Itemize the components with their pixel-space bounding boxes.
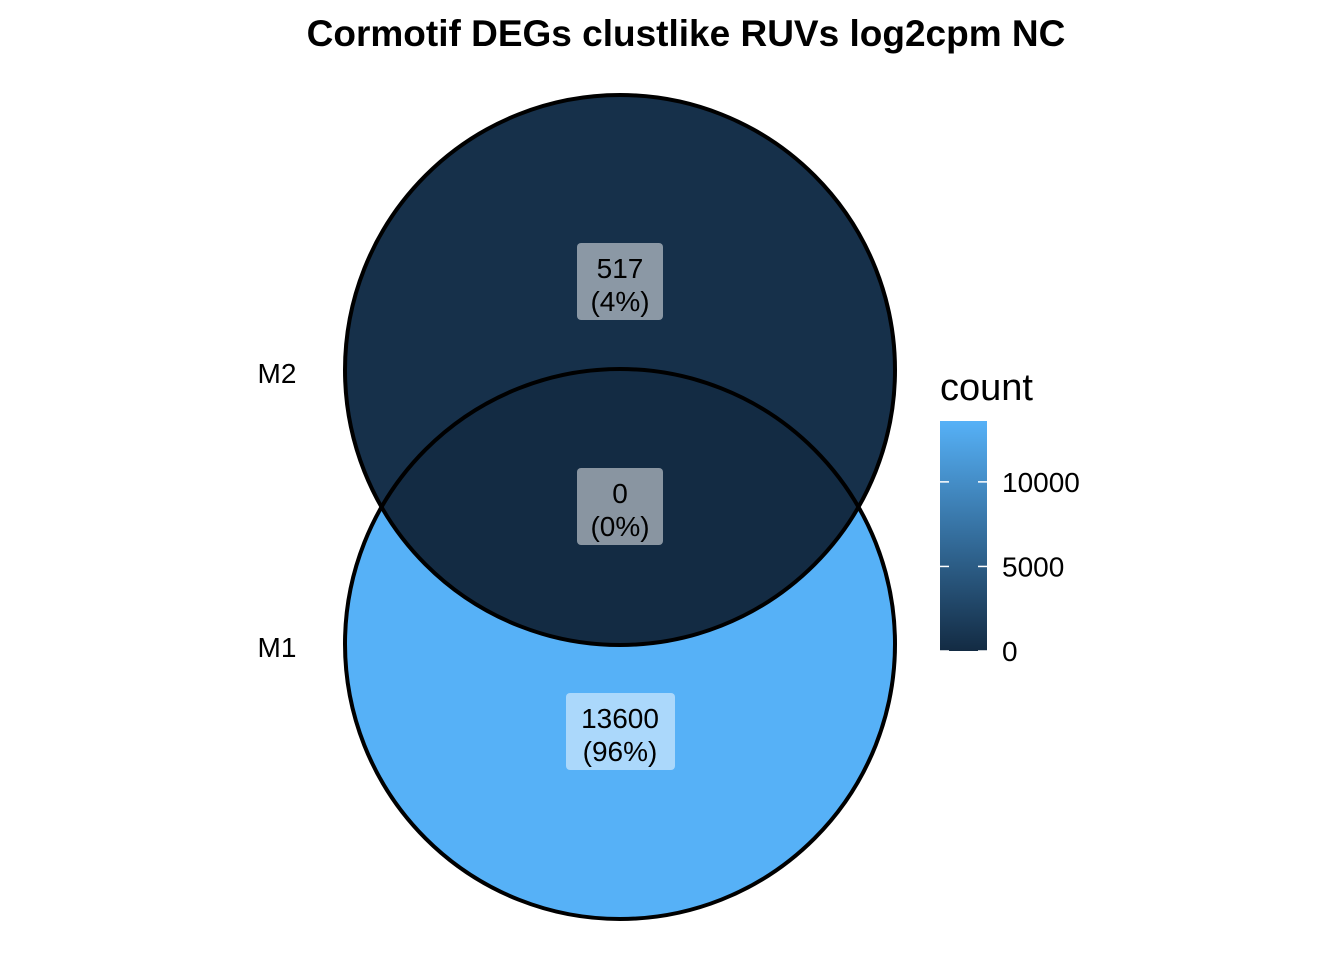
region-label-m1-only: 13600 (96%) bbox=[566, 693, 675, 770]
set-label-m1: M1 bbox=[258, 632, 297, 663]
region-percent-label: (0%) bbox=[590, 511, 649, 542]
region-label-box bbox=[577, 243, 663, 320]
region-label-box bbox=[566, 693, 675, 770]
region-percent-label: (4%) bbox=[590, 286, 649, 317]
set-m2-outline bbox=[343, 93, 897, 647]
legend-title: count bbox=[940, 367, 1033, 409]
set-m1-outline bbox=[343, 367, 897, 921]
region-count-label: 13600 bbox=[581, 703, 659, 734]
region-count-label: 517 bbox=[597, 253, 644, 284]
legend-colorbar bbox=[940, 421, 987, 651]
region-label-box bbox=[577, 468, 663, 545]
venn-outlines bbox=[343, 93, 897, 921]
legend-tick-label: 0 bbox=[1002, 636, 1018, 667]
region-percent-label: (96%) bbox=[583, 736, 658, 767]
legend: count 0 5000 10000 bbox=[940, 367, 1080, 667]
region-count-label: 0 bbox=[612, 478, 628, 509]
legend-tick-label: 10000 bbox=[1002, 467, 1080, 498]
region-label-m2-only: 517 (4%) bbox=[577, 243, 663, 320]
legend-ticks: 0 5000 10000 bbox=[940, 467, 1080, 667]
region-label-overlap: 0 (0%) bbox=[577, 468, 663, 545]
legend-tick-label: 5000 bbox=[1002, 551, 1064, 582]
set-label-m2: M2 bbox=[258, 358, 297, 389]
chart-title: Cormotif DEGs clustlike RUVs log2cpm NC bbox=[307, 13, 1066, 54]
